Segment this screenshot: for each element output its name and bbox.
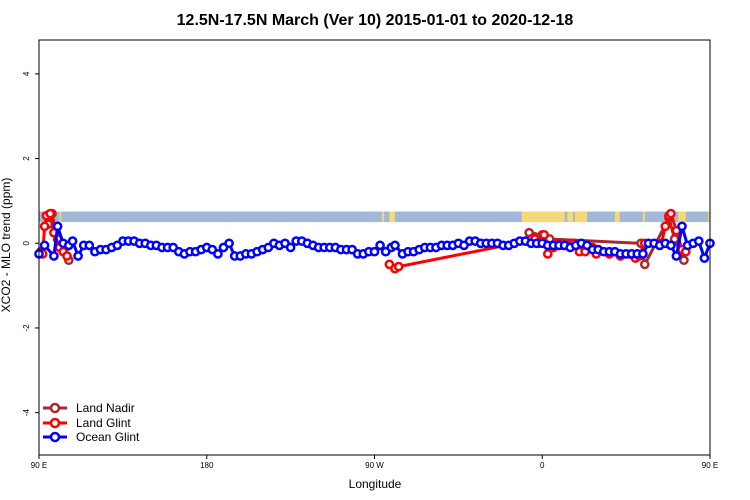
y-tick-label: -2 xyxy=(22,324,31,332)
data-point-ocean-glint xyxy=(671,251,682,261)
data-point-land-glint xyxy=(39,221,50,232)
legend-entry-land-nadir: Land Nadir xyxy=(43,401,135,415)
x-tick-label: 90 E xyxy=(31,461,47,470)
legend-label-land-nadir: Land Nadir xyxy=(76,401,135,415)
data-point-ocean-glint xyxy=(666,240,676,251)
y-tick-label: 0 xyxy=(22,240,31,245)
data-point-ocean-glint xyxy=(390,240,400,251)
data-point-land-glint xyxy=(62,251,72,261)
data-point-land-glint xyxy=(660,221,671,232)
land-segment xyxy=(567,211,574,223)
x-tick-label: 180 xyxy=(200,461,214,470)
land-band xyxy=(39,211,710,223)
land-segment xyxy=(381,211,384,223)
x-axis-ticks: 90 E 180 90 W 0 90 E xyxy=(31,455,718,470)
legend-entry-ocean-glint: Ocean Glint xyxy=(43,430,140,444)
data-point-ocean-glint xyxy=(52,221,63,232)
data-point-land-nadir xyxy=(639,259,650,270)
legend-label-land-glint: Land Glint xyxy=(76,416,131,430)
y-axis-ticks: -4 -2 0 2 4 xyxy=(22,71,39,416)
land-segment xyxy=(574,211,587,223)
land-segment xyxy=(389,211,396,223)
legend-entry-land-glint: Land Glint xyxy=(43,416,131,430)
series-ocean-glint xyxy=(34,221,715,263)
series-layer xyxy=(34,208,715,274)
land-segment xyxy=(678,211,686,223)
data-point-ocean-glint xyxy=(699,253,710,263)
data-point-ocean-glint xyxy=(213,249,223,259)
land-segment xyxy=(59,211,62,223)
legend: Land Nadir Land Glint Ocean Glint xyxy=(43,401,140,444)
data-point-ocean-glint xyxy=(224,238,234,249)
land-segment xyxy=(708,211,710,223)
y-tick-label: 2 xyxy=(22,156,31,161)
data-point-land-glint xyxy=(542,249,553,259)
data-point-ocean-glint xyxy=(638,249,648,259)
data-point-land-glint xyxy=(666,208,676,219)
data-point-ocean-glint xyxy=(67,236,78,246)
x-tick-label: 90 W xyxy=(365,461,384,470)
legend-marker-land-glint xyxy=(49,417,61,429)
x-tick-label: 90 E xyxy=(702,461,718,470)
data-point-land-glint xyxy=(393,261,404,272)
land-segment xyxy=(614,211,620,223)
data-point-ocean-glint xyxy=(39,240,50,251)
legend-label-ocean-glint: Ocean Glint xyxy=(76,430,140,444)
ocean-band xyxy=(39,211,710,223)
land-segment xyxy=(521,211,565,223)
y-tick-label: -4 xyxy=(22,409,31,417)
data-point-ocean-glint xyxy=(285,242,296,253)
y-tick-label: 4 xyxy=(22,71,31,76)
land-segment xyxy=(642,211,645,223)
legend-marker-ocean-glint xyxy=(49,431,61,443)
x-axis-label: Longitude xyxy=(349,477,402,491)
data-point-land-nadir xyxy=(679,255,689,266)
legend-marker-land-nadir xyxy=(49,402,61,414)
data-point-ocean-glint xyxy=(375,240,385,251)
data-point-ocean-glint xyxy=(73,251,83,261)
data-point-ocean-glint xyxy=(369,246,380,257)
data-point-ocean-glint xyxy=(84,240,95,251)
x-tick-label: 0 xyxy=(540,461,545,470)
data-point-land-glint xyxy=(539,229,549,240)
y-axis-label: XCO2 - MLO trend (ppm) xyxy=(0,178,13,313)
data-point-ocean-glint xyxy=(677,221,687,232)
data-point-land-glint xyxy=(45,208,56,219)
data-point-ocean-glint xyxy=(693,236,704,246)
data-point-ocean-glint xyxy=(49,251,59,261)
chart-title: 12.5N-17.5N March (Ver 10) 2015-01-01 to… xyxy=(177,12,574,29)
